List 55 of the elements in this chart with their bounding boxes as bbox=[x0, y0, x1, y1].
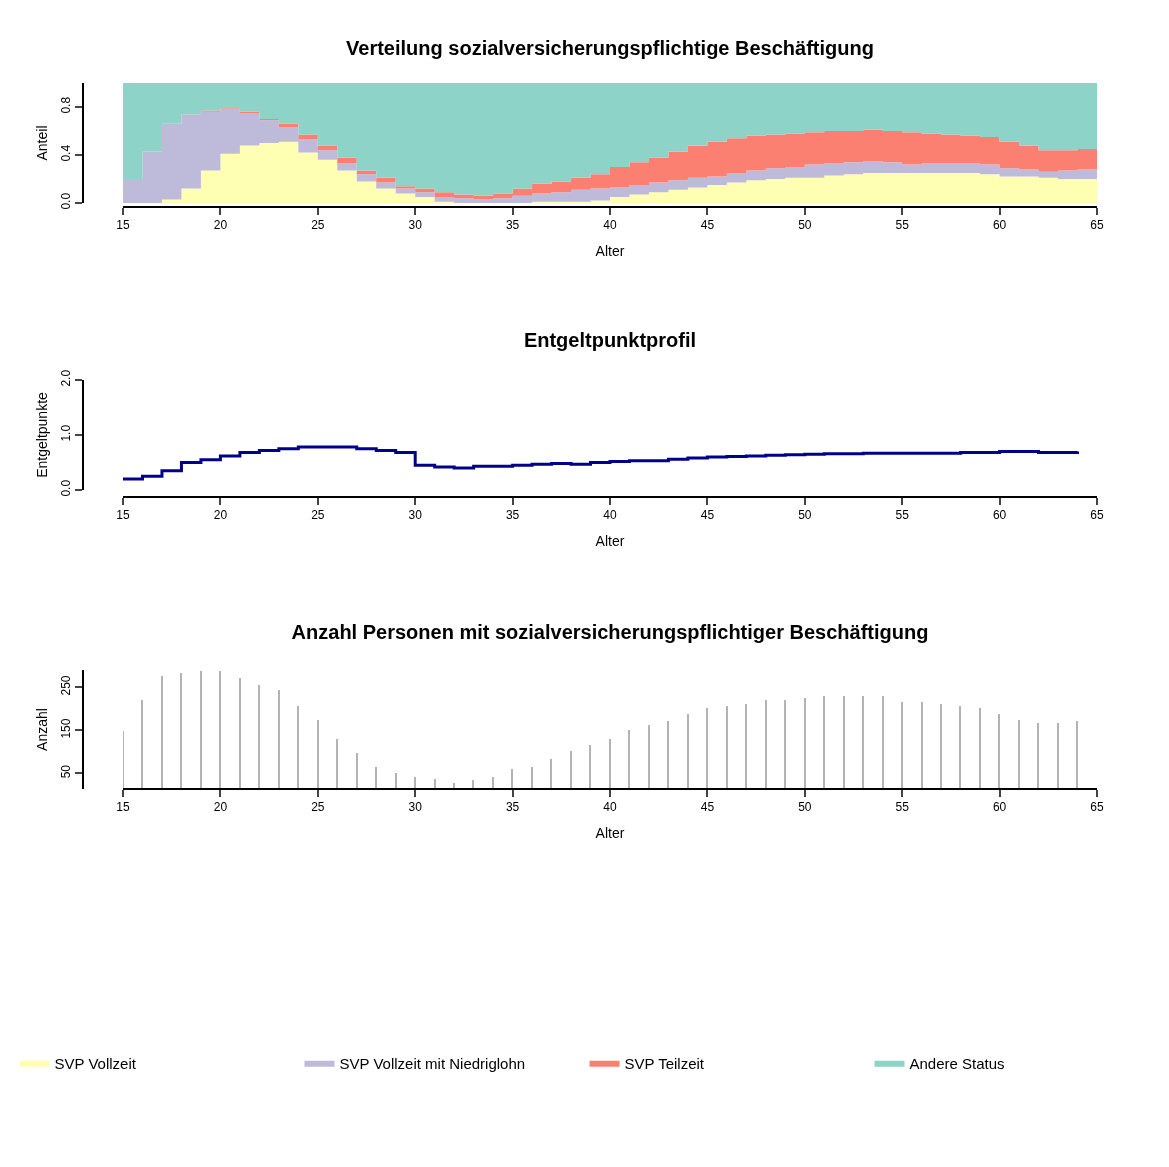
y-tick-label: 0.4 bbox=[59, 144, 74, 162]
x-tick-label: 45 bbox=[700, 800, 715, 815]
y-tick-label: 50 bbox=[59, 764, 74, 779]
x-tick-label: 20 bbox=[213, 508, 228, 523]
x-tick-label: 30 bbox=[408, 218, 423, 233]
x-tick-label: 50 bbox=[798, 508, 812, 523]
y-tick-label: 2.0 bbox=[59, 369, 74, 387]
x-axis-title: Alter bbox=[595, 242, 625, 259]
x-tick-label: 50 bbox=[798, 800, 812, 815]
chart-title: Verteilung sozialversicherungspflichtige Beschäftigung bbox=[346, 37, 874, 59]
y-tick-label: 0.8 bbox=[59, 96, 74, 114]
chart-title: Entgeltpunktprofil bbox=[523, 329, 697, 351]
legend-label: Andere Status bbox=[909, 1054, 1005, 1072]
x-tick-label: 55 bbox=[895, 800, 910, 815]
x-tick-label: 30 bbox=[408, 800, 423, 815]
x-tick-label: 35 bbox=[505, 218, 520, 233]
y-axis-title: Anzahl bbox=[33, 708, 50, 751]
x-tick-label: 35 bbox=[505, 800, 520, 815]
legend-label: SVP Teilzeit bbox=[624, 1054, 705, 1072]
x-tick-label: 60 bbox=[992, 800, 1007, 815]
legend-label: SVP Vollzeit mit Niedriglohn bbox=[339, 1054, 526, 1072]
x-axis-title: Alter bbox=[595, 532, 625, 549]
y-tick-label: 150 bbox=[59, 718, 74, 739]
x-tick-label: 15 bbox=[116, 218, 130, 233]
y-tick-label: 0.0 bbox=[59, 192, 74, 210]
y-tick-label: 250 bbox=[59, 675, 74, 696]
x-tick-label: 25 bbox=[311, 800, 325, 815]
x-tick-label: 65 bbox=[1090, 508, 1104, 523]
x-tick-label: 20 bbox=[213, 800, 228, 815]
x-tick-label: 55 bbox=[895, 508, 910, 523]
x-tick-label: 20 bbox=[213, 218, 228, 233]
x-tick-label: 40 bbox=[603, 508, 617, 523]
y-tick-label: 0.0 bbox=[59, 479, 74, 497]
y-tick-label: 1.0 bbox=[59, 424, 74, 442]
y-axis-title: Anteil bbox=[33, 125, 50, 161]
legend-label: SVP Vollzeit bbox=[54, 1054, 137, 1072]
x-tick-label: 50 bbox=[798, 218, 812, 233]
x-tick-label: 55 bbox=[895, 218, 910, 233]
x-tick-label: 15 bbox=[116, 800, 130, 815]
x-tick-label: 60 bbox=[992, 508, 1007, 523]
x-tick-label: 45 bbox=[700, 508, 715, 523]
x-tick-label: 25 bbox=[311, 218, 325, 233]
x-tick-label: 65 bbox=[1090, 218, 1104, 233]
x-tick-label: 15 bbox=[116, 508, 130, 523]
y-axis-title: Entgeltpunkte bbox=[33, 391, 50, 478]
x-tick-label: 60 bbox=[992, 218, 1007, 233]
x-tick-label: 45 bbox=[700, 218, 715, 233]
x-tick-label: 65 bbox=[1090, 800, 1104, 815]
x-axis-title: Alter bbox=[595, 824, 625, 841]
x-tick-label: 40 bbox=[603, 800, 617, 815]
x-tick-label: 35 bbox=[505, 508, 520, 523]
x-tick-label: 25 bbox=[311, 508, 325, 523]
x-tick-label: 40 bbox=[603, 218, 617, 233]
x-tick-label: 30 bbox=[408, 508, 423, 523]
chart-title: Anzahl Personen mit sozialversicherungspflichtiger Beschäftigung bbox=[291, 621, 929, 643]
